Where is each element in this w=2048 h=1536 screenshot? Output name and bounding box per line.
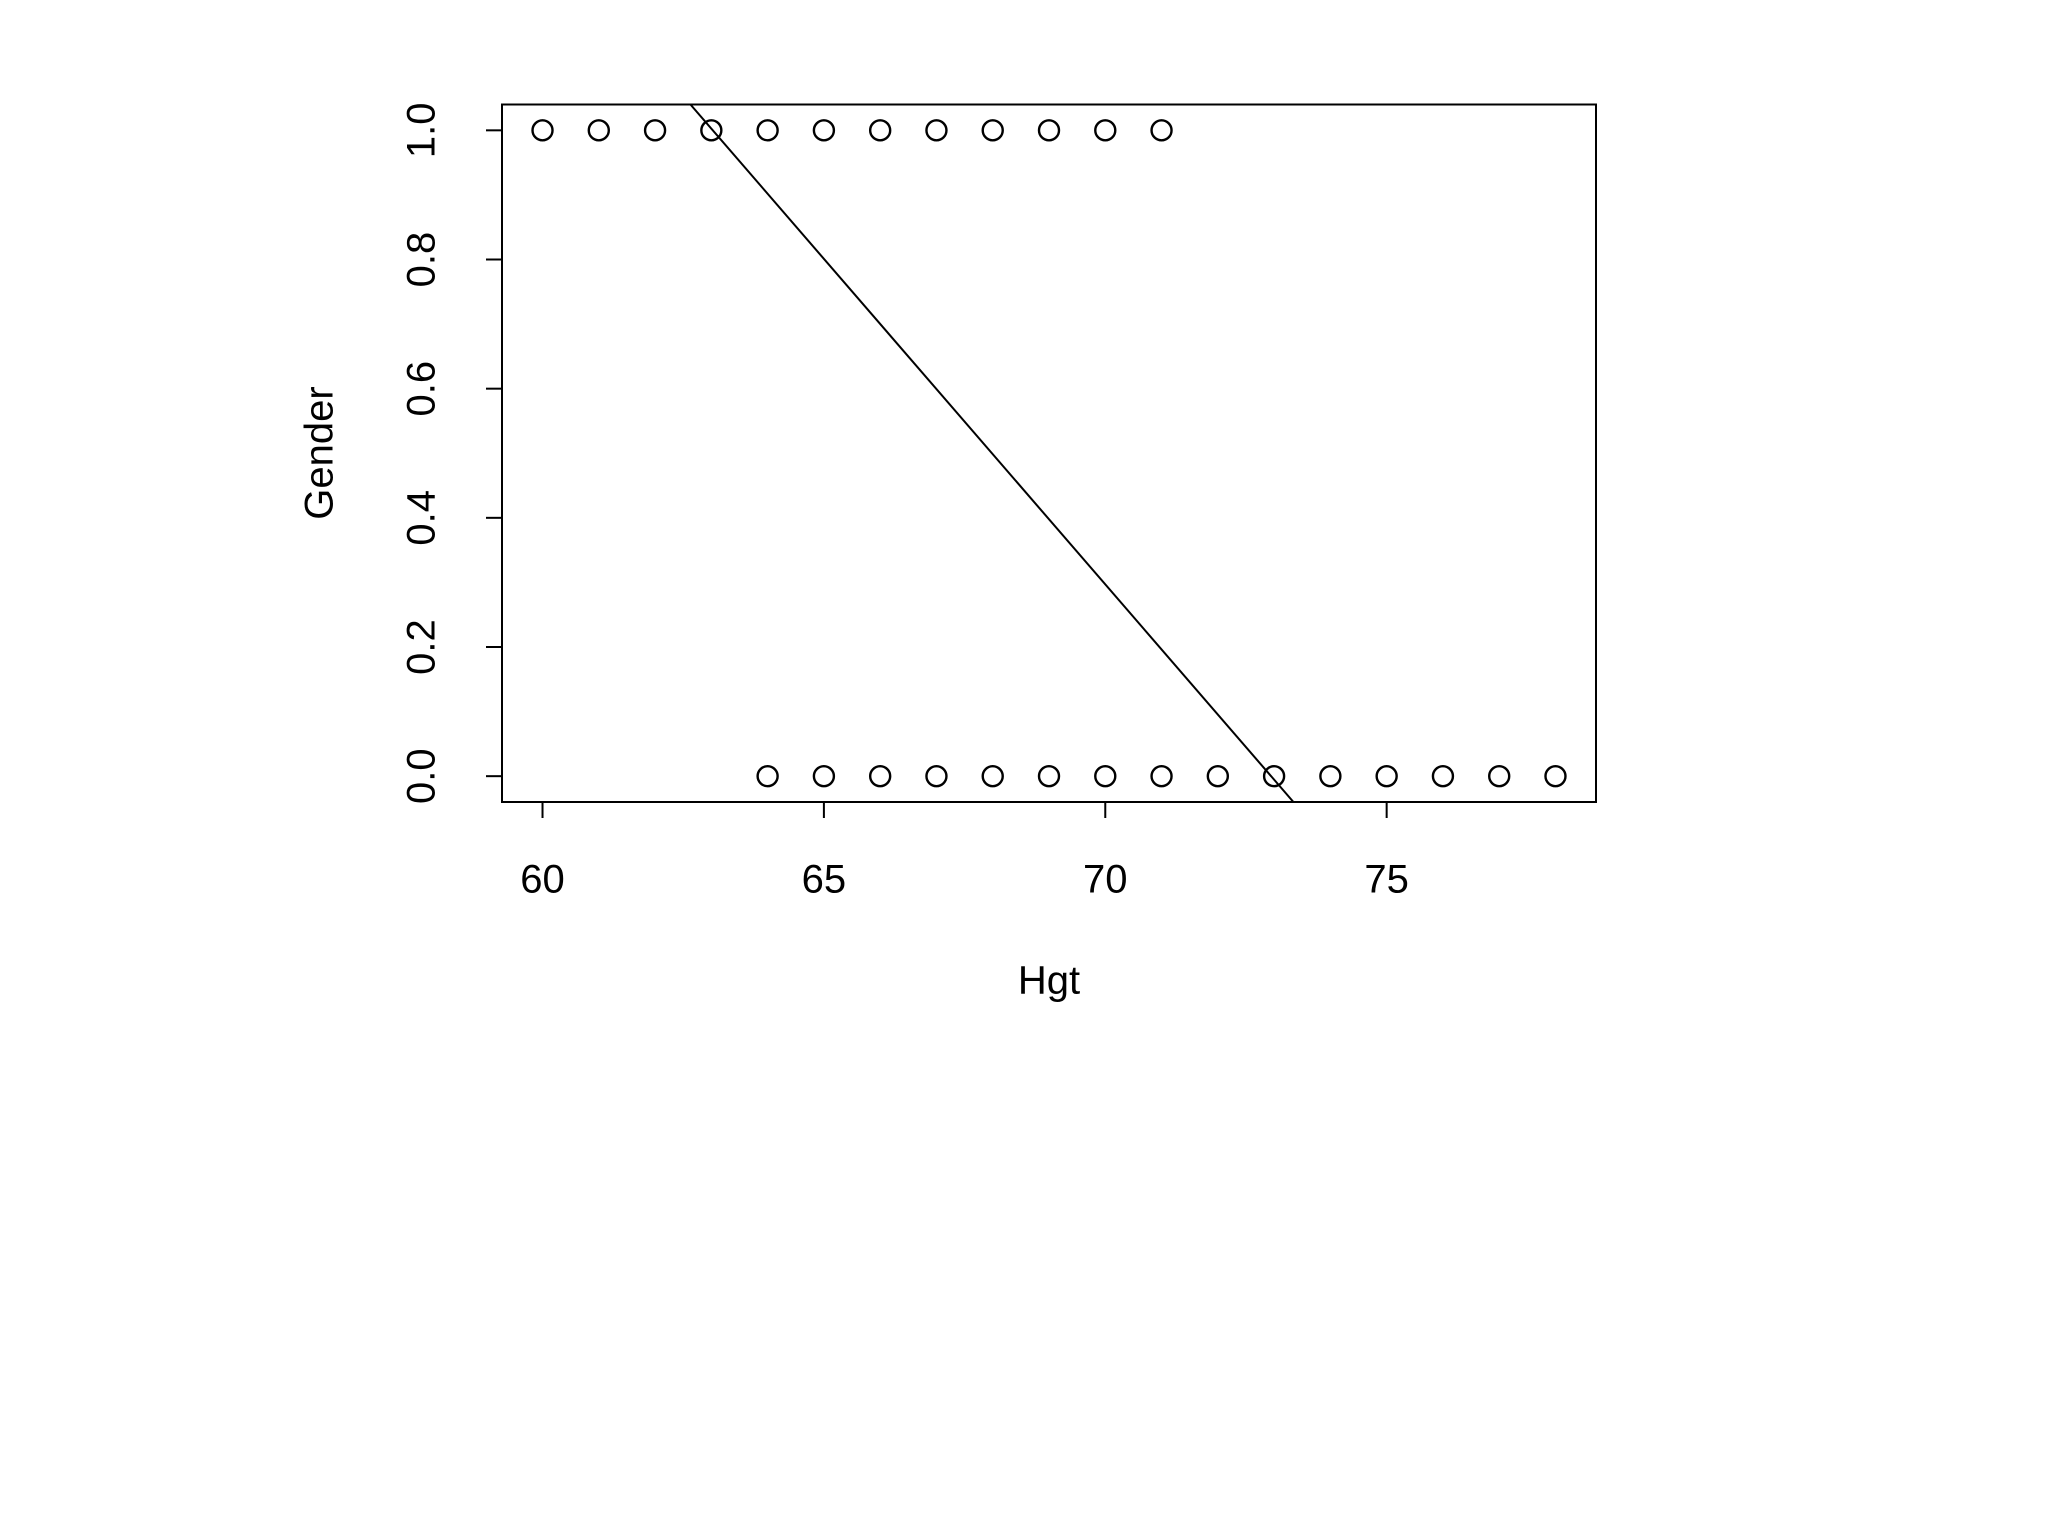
point (1375, 764, 1398, 788)
point (1544, 764, 1567, 788)
point (812, 119, 836, 142)
point (1319, 764, 1342, 788)
y-tick-label: 0.4 (400, 490, 444, 546)
x-tick-label: 75 (1364, 858, 1409, 902)
point (981, 119, 1004, 142)
point (700, 119, 723, 142)
y-tick-label: 0.8 (400, 232, 444, 288)
point (868, 764, 892, 788)
point (1037, 119, 1061, 142)
x-axis-title: Hgt (1018, 959, 1080, 1003)
plot-frame (501, 103, 1597, 803)
point (812, 764, 836, 788)
point (1094, 764, 1117, 788)
point (1488, 764, 1511, 788)
y-tick-label: 0.0 (400, 748, 444, 804)
point (756, 119, 779, 142)
point (868, 119, 892, 142)
point (587, 119, 610, 142)
point (1037, 764, 1061, 788)
point (1150, 764, 1173, 788)
point (1206, 764, 1230, 788)
y-tick-label: 0.2 (400, 619, 444, 675)
x-tick-label: 70 (1083, 858, 1128, 902)
point (1094, 119, 1117, 142)
point (981, 764, 1004, 788)
point (531, 119, 554, 142)
point (1431, 764, 1455, 788)
y-tick-label: 0.6 (400, 361, 444, 417)
point (925, 764, 948, 788)
point (756, 764, 779, 788)
y-tick-label: 1.0 (400, 103, 444, 159)
y-axis-title: Gender (298, 386, 342, 519)
point (925, 119, 948, 142)
point (643, 119, 667, 142)
point (1150, 119, 1173, 142)
x-tick-label: 65 (802, 858, 847, 902)
fit-line (689, 103, 1295, 803)
point (1262, 764, 1286, 788)
x-tick-label: 60 (520, 858, 565, 902)
